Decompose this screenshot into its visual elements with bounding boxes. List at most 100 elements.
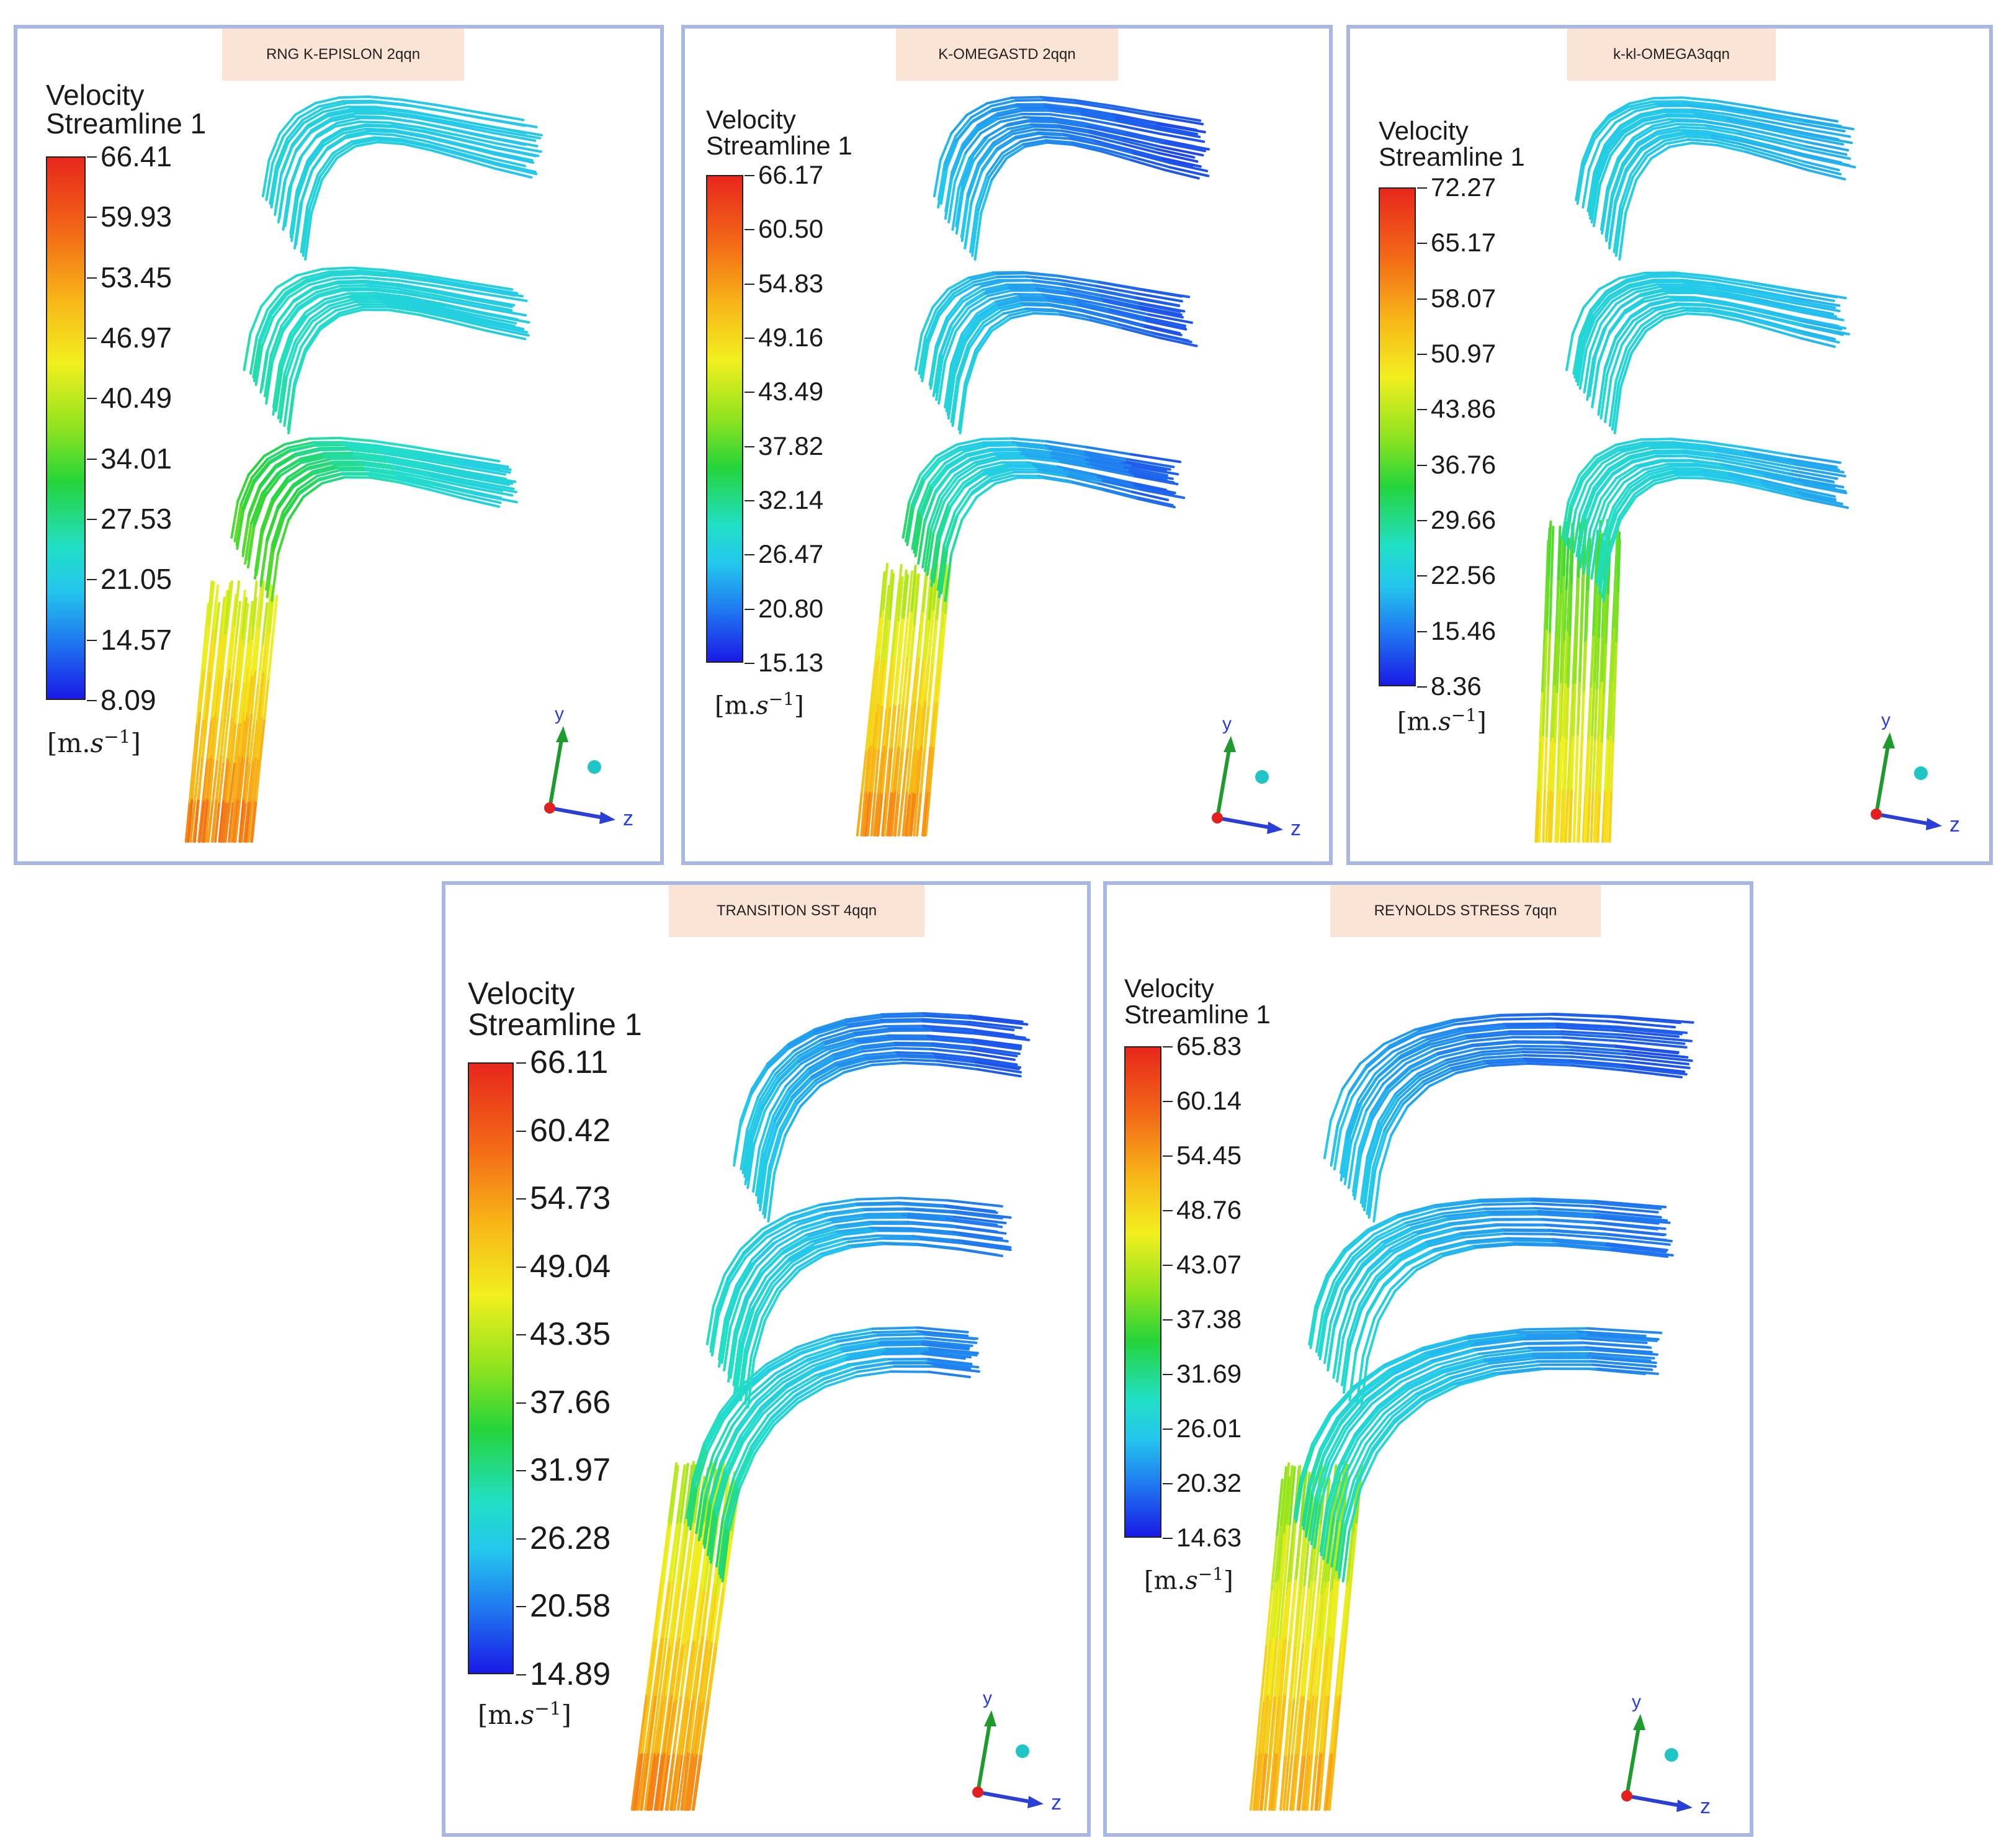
streamline-segment	[1597, 1367, 1659, 1375]
streamline-segment	[223, 590, 230, 635]
streamline-segment	[1678, 128, 1707, 133]
streamline-segment	[1475, 1342, 1528, 1352]
streamline-segment	[756, 1285, 775, 1317]
streamline-segment	[896, 563, 903, 612]
streamline-segment	[1148, 313, 1193, 324]
streamline-segment	[1683, 449, 1719, 456]
streamline-segment	[766, 1043, 790, 1065]
streamline-segment	[297, 105, 320, 119]
streamline-segment	[461, 158, 498, 170]
streamline-segment	[1368, 1051, 1394, 1073]
streamline-segment	[1279, 1754, 1287, 1811]
streamline-segment	[995, 137, 1018, 152]
streamline-segment	[994, 476, 1019, 485]
streamline-segment	[727, 1253, 745, 1282]
streamline-segment	[1032, 312, 1062, 316]
streamline-segment	[931, 467, 949, 490]
streamline-segment	[832, 1045, 864, 1056]
streamline-segment	[898, 699, 905, 747]
streamline-segment	[1137, 497, 1176, 509]
streamline-segment	[733, 1295, 748, 1333]
streamline-segment	[754, 1282, 773, 1314]
streamline-segment	[296, 320, 314, 346]
streamline-segment	[1333, 1253, 1353, 1282]
streamline-segment	[1615, 290, 1637, 305]
streamline-segment	[1765, 486, 1804, 497]
streamline-segment	[1550, 526, 1555, 581]
streamline-segment	[247, 759, 254, 802]
streamline-segment	[938, 325, 952, 357]
streamline-segment	[1278, 1532, 1286, 1590]
streamline-segment	[874, 747, 880, 794]
streamline-segment	[695, 1490, 704, 1534]
streamline-segment	[189, 799, 197, 843]
streamline-segment	[723, 1327, 732, 1371]
streamline-segment	[203, 603, 210, 645]
streamline-segment	[1586, 1327, 1663, 1334]
streamline-segment	[239, 680, 246, 724]
streamline-segment	[789, 1242, 817, 1259]
streamline-segment	[1316, 1461, 1331, 1502]
streamline-segment	[1765, 310, 1806, 321]
streamline-segment	[462, 497, 500, 508]
streamline-segment	[370, 439, 412, 448]
streamline-segment	[1639, 288, 1666, 296]
streamline-segment	[928, 1349, 978, 1357]
streamline-segment	[203, 756, 210, 801]
streamline-segment	[1427, 1344, 1473, 1359]
streamline-segment	[1058, 313, 1091, 321]
streamline-segment	[838, 1057, 869, 1069]
streamline-segment	[1094, 284, 1139, 295]
streamline-segment	[328, 298, 354, 307]
streamline-segment	[1653, 477, 1680, 485]
streamline-segment	[1627, 100, 1655, 108]
streamline-segment	[256, 590, 263, 635]
streamline-segment	[1614, 170, 1628, 205]
streamline-segment	[1081, 117, 1121, 127]
streamline-segment	[944, 364, 953, 408]
streamline-segment	[929, 699, 936, 747]
streamline-segment	[413, 114, 454, 124]
streamline-segment	[1354, 1314, 1369, 1355]
streamline-segment	[1683, 454, 1717, 461]
streamline-segment	[214, 800, 221, 843]
streamline-segment	[923, 460, 941, 482]
streamline-segment	[1624, 179, 1638, 215]
streamline-segment	[1706, 444, 1747, 454]
streamline-segment	[928, 608, 935, 656]
streamline-segment	[1325, 1425, 1346, 1461]
streamline-segment	[1578, 739, 1583, 792]
streamline-segment	[1607, 105, 1631, 119]
streamline-segment	[1376, 1224, 1409, 1241]
streamline-segment	[333, 276, 365, 280]
streamline-segment	[1358, 1115, 1372, 1153]
streamline-segment	[244, 678, 250, 721]
streamline-segment	[1537, 1213, 1596, 1219]
streamline-segment	[839, 1061, 870, 1071]
streamline-segment	[1606, 341, 1619, 375]
view-sphere-icon	[1665, 1748, 1678, 1762]
streamline-segment	[955, 437, 983, 446]
streamline-segment	[1474, 1044, 1519, 1051]
streamline-segment	[1666, 115, 1697, 118]
streamline-segment	[330, 300, 357, 310]
streamline-segment	[1397, 1360, 1436, 1380]
streamline-segment	[1340, 1137, 1349, 1182]
streamline-segment	[1045, 440, 1088, 449]
streamline-segment	[700, 1525, 710, 1584]
streamline-segment	[965, 447, 993, 456]
streamline-segment	[377, 298, 409, 305]
streamline-segment	[1274, 1587, 1281, 1645]
streamline-segment	[241, 515, 251, 557]
streamline-segment	[811, 1064, 838, 1080]
streamline-segment	[738, 1261, 756, 1290]
streamline-segment	[882, 1015, 928, 1018]
streamline-segment	[639, 1695, 650, 1755]
streamline-segment	[1366, 1319, 1380, 1361]
streamline-segment	[460, 470, 507, 480]
streamline-segment	[1614, 209, 1624, 257]
streamline-segment	[960, 154, 975, 187]
streamline-segment	[326, 269, 359, 274]
streamline-segment	[279, 113, 297, 135]
streamline-segment	[883, 615, 890, 662]
